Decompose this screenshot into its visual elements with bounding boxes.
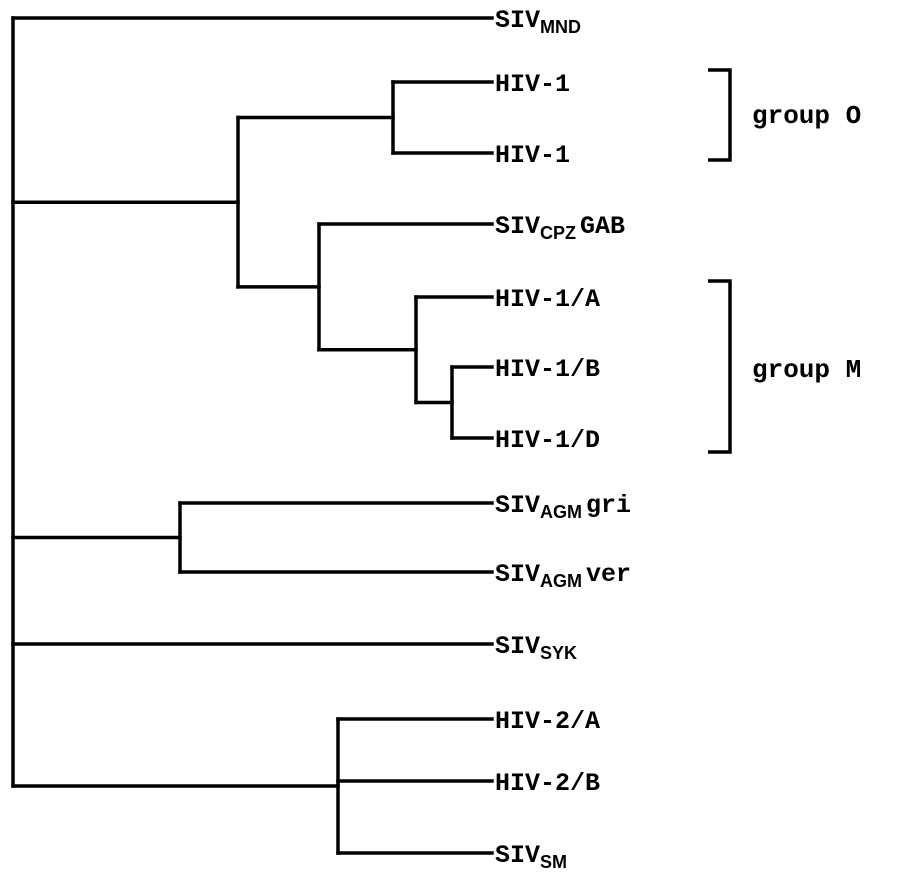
taxon-label: HIV-1/B [495, 355, 600, 384]
group-m-bracket [708, 279, 732, 454]
group-o-bracket [708, 68, 732, 162]
taxon-base: HIV-2/A [495, 707, 600, 736]
taxon-suffix: gri [586, 491, 631, 520]
taxon-base: SIV [495, 491, 540, 520]
taxon-base: HIV-1/D [495, 426, 600, 455]
taxon-label: SIVCPZ GAB [495, 212, 625, 243]
taxon-label: HIV-1 [495, 141, 570, 170]
taxon-subscript: AGM [540, 502, 582, 522]
taxon-subscript: SYK [540, 643, 577, 663]
taxon-base: HIV-1 [495, 141, 570, 170]
taxon-suffix: GAB [580, 212, 625, 241]
taxon-label: SIVAGM ver [495, 560, 631, 591]
taxon-label: HIV-1/A [495, 285, 600, 314]
taxon-base: SIV [495, 841, 540, 870]
tree-branches [11, 16, 494, 855]
taxon-label: SIVAGM gri [495, 491, 631, 522]
group-o-label: group O [752, 101, 861, 131]
taxon-base: SIV [495, 632, 540, 661]
taxon-label: SIVSYK [495, 632, 577, 663]
group-m-label: group M [752, 355, 861, 385]
group-labels: group O group M [752, 101, 861, 385]
taxon-base: HIV-1/B [495, 355, 600, 384]
taxon-base: SIV [495, 560, 540, 589]
taxon-label: HIV-1 [495, 70, 570, 99]
taxon-label: HIV-2/B [495, 769, 600, 798]
taxon-subscript: CPZ [540, 223, 576, 243]
taxon-base: HIV-2/B [495, 769, 600, 798]
taxon-base: SIV [495, 212, 540, 241]
group-brackets [708, 68, 732, 454]
taxon-suffix: ver [586, 560, 631, 589]
taxon-label: SIVSM [495, 841, 567, 872]
taxon-subscript: MND [540, 17, 581, 37]
taxon-subscript: SM [540, 852, 567, 872]
taxon-base: SIV [495, 6, 540, 35]
taxon-subscript: AGM [540, 571, 582, 591]
taxon-label: SIVMND [495, 6, 581, 37]
taxon-label: HIV-2/A [495, 707, 600, 736]
taxon-base: HIV-1/A [495, 285, 600, 314]
taxon-label: HIV-1/D [495, 426, 600, 455]
taxon-base: HIV-1 [495, 70, 570, 99]
